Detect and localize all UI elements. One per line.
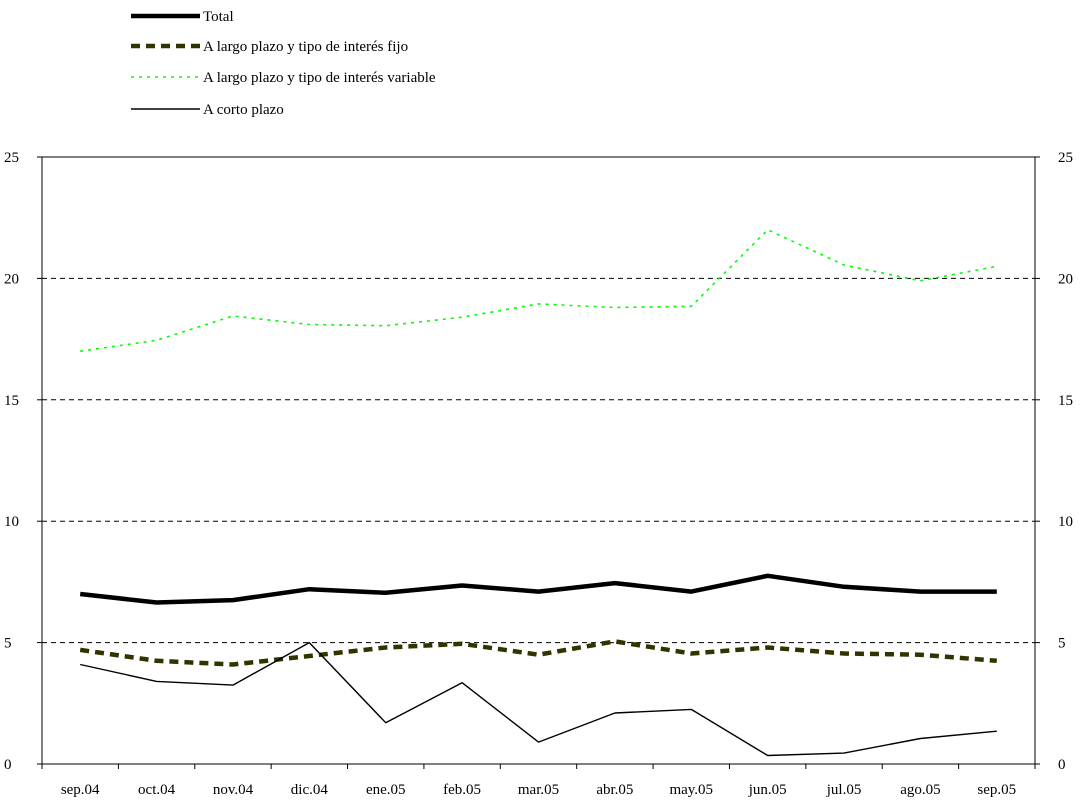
x-tick-label: jun.05: [748, 782, 787, 798]
y-tick-label: 10: [4, 514, 19, 530]
series-layer: [79, 229, 997, 757]
x-tick-label: feb.05: [443, 782, 481, 798]
y-tick-label: 0: [4, 757, 12, 773]
x-tick-label: ene.05: [366, 782, 406, 798]
legend-label-2: A largo plazo y tipo de interés fijo: [203, 39, 408, 55]
y2-tick-label: 10: [1058, 514, 1073, 530]
y-axis-left: 0 5 10 15 20 25: [4, 150, 42, 773]
x-tick-label: may.05: [669, 782, 713, 798]
legend: Total A largo plazo y tipo de interés fij…: [131, 9, 436, 118]
x-tick-label: sep.05: [977, 782, 1016, 798]
x-tick-label: mar.05: [518, 782, 559, 798]
y-tick-label: 25: [4, 150, 19, 166]
y2-tick-label: 25: [1058, 150, 1073, 166]
y2-tick-label: 15: [1058, 393, 1073, 409]
x-tick-label: sep.04: [61, 782, 100, 798]
y2-tick-label: 5: [1058, 636, 1066, 652]
x-tick-label: abr.05: [596, 782, 633, 798]
y-tick-label: 5: [4, 636, 12, 652]
y-tick-label: 20: [4, 271, 19, 287]
series-line-3: [80, 229, 997, 352]
y2-tick-label: 0: [1058, 757, 1066, 773]
x-axis: sep.04 oct.04 nov.04 dic.04 ene.05 feb.05 mar.…: [41, 764, 1036, 798]
series-line-2: [79, 639, 997, 667]
legend-label-4: A corto plazo: [203, 102, 284, 118]
y2-tick-label: 20: [1058, 271, 1073, 287]
x-tick-label: jul.05: [826, 782, 862, 798]
series-line-4: [80, 641, 997, 757]
x-tick-label: nov.04: [213, 782, 254, 798]
x-tick-label: dic.04: [291, 782, 329, 798]
x-tick-label: ago.05: [900, 782, 940, 798]
plot-frame: [41, 156, 1036, 765]
x-tick-label: oct.04: [138, 782, 176, 798]
legend-label-3: A largo plazo y tipo de interés variable: [203, 70, 436, 86]
y-axis-right: 0 5 10 15 20 25: [1035, 150, 1073, 773]
y-tick-label: 15: [4, 393, 19, 409]
series-line-1: [79, 573, 997, 605]
legend-label-1: Total: [203, 9, 234, 25]
gridlines: [42, 277, 1035, 644]
